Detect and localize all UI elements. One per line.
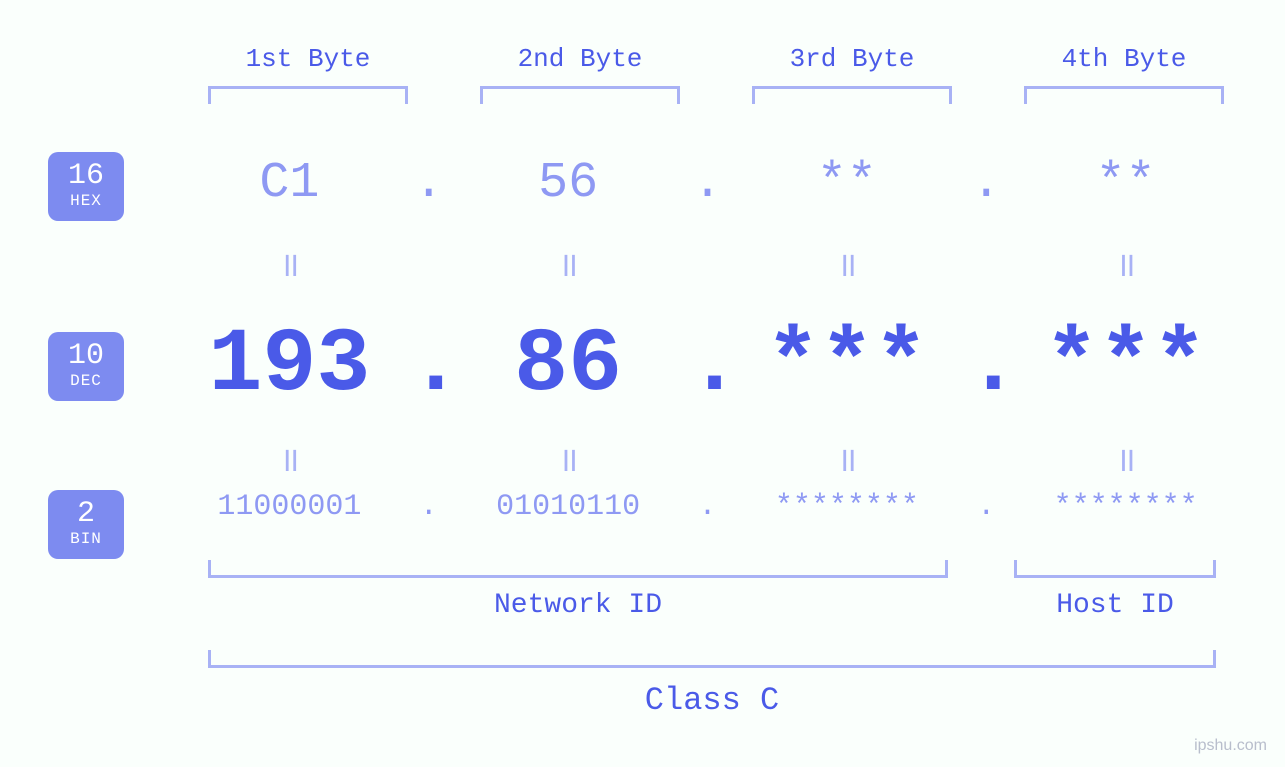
base-badge-dec: 10 DEC [48, 332, 124, 401]
dec-byte-4: *** [1006, 315, 1245, 417]
dec-byte-3: *** [728, 315, 967, 417]
base-num-hex: 16 [48, 160, 124, 193]
class-bracket [208, 650, 1216, 668]
dec-sep-2: . [688, 315, 728, 417]
byte-header-3: 3rd Byte [732, 44, 972, 74]
class-label: Class C [208, 682, 1216, 719]
eq-1-3: ॥ [728, 240, 967, 287]
hex-sep-3: . [966, 155, 1006, 212]
dec-row: 193 . 86 . *** . *** [170, 315, 1245, 417]
byte-header-4: 4th Byte [1004, 44, 1244, 74]
host-id-bracket [1014, 560, 1216, 578]
bin-byte-3: ******** [728, 490, 967, 524]
eq-2-1: ॥ [170, 435, 409, 482]
hex-sep-1: . [409, 155, 449, 212]
dec-byte-2: 86 [449, 315, 688, 417]
hex-sep-2: . [688, 155, 728, 212]
eq-2-2: ॥ [449, 435, 688, 482]
byte-header-2: 2nd Byte [460, 44, 700, 74]
base-num-bin: 2 [48, 498, 124, 531]
base-badge-hex: 16 HEX [48, 152, 124, 221]
eq-1-1: ॥ [170, 240, 409, 287]
bin-row: 11000001 . 01010110 . ******** . *******… [170, 490, 1245, 524]
equals-row-2: ॥ ॥ ॥ ॥ [170, 435, 1245, 482]
ip-diagram: 1st Byte 2nd Byte 3rd Byte 4th Byte 16 H… [0, 0, 1285, 767]
watermark: ipshu.com [1194, 737, 1267, 755]
eq-2-3: ॥ [728, 435, 967, 482]
hex-byte-4: ** [1006, 155, 1245, 212]
byte-bracket-2 [480, 86, 680, 104]
byte-bracket-3 [752, 86, 952, 104]
eq-1-2: ॥ [449, 240, 688, 287]
bin-byte-1: 11000001 [170, 490, 409, 524]
hex-byte-2: 56 [449, 155, 688, 212]
network-id-label: Network ID [208, 590, 948, 621]
network-id-bracket [208, 560, 948, 578]
bin-byte-2: 01010110 [449, 490, 688, 524]
dec-sep-3: . [966, 315, 1006, 417]
base-label-dec: DEC [48, 373, 124, 391]
byte-header-1: 1st Byte [188, 44, 428, 74]
hex-row: C1 . 56 . ** . ** [170, 155, 1245, 212]
bin-sep-2: . [688, 490, 728, 524]
hex-byte-1: C1 [170, 155, 409, 212]
byte-bracket-4 [1024, 86, 1224, 104]
base-badge-bin: 2 BIN [48, 490, 124, 559]
base-label-bin: BIN [48, 531, 124, 549]
byte-bracket-1 [208, 86, 408, 104]
dec-byte-1: 193 [170, 315, 409, 417]
base-num-dec: 10 [48, 340, 124, 373]
hex-byte-3: ** [728, 155, 967, 212]
host-id-label: Host ID [1014, 590, 1216, 621]
bin-sep-3: . [966, 490, 1006, 524]
dec-sep-1: . [409, 315, 449, 417]
bin-sep-1: . [409, 490, 449, 524]
bin-byte-4: ******** [1006, 490, 1245, 524]
base-label-hex: HEX [48, 193, 124, 211]
eq-1-4: ॥ [1006, 240, 1245, 287]
eq-2-4: ॥ [1006, 435, 1245, 482]
equals-row-1: ॥ ॥ ॥ ॥ [170, 240, 1245, 287]
